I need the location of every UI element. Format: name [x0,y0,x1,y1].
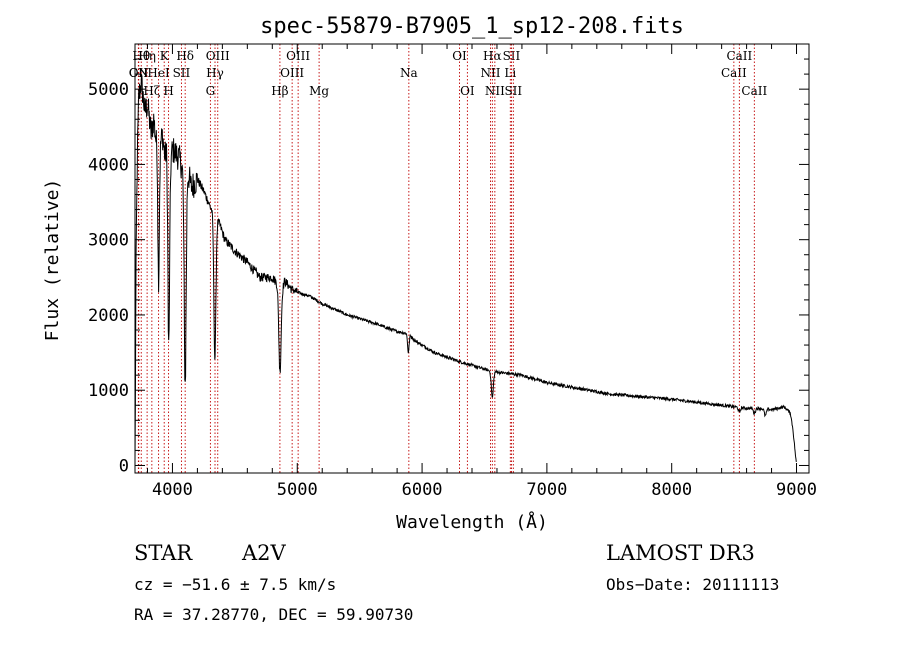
line-marker-label-19: OI [460,84,475,98]
line-marker-label-3: Hη [138,49,156,63]
obs-date: Obs−Date: 20111113 [606,575,779,594]
line-marker-label-14: OIII [280,66,304,80]
line-marker-label-8: SII [173,66,191,80]
object-class: STAR [134,541,193,565]
chart-title: spec-55879-B7905_1_sp12-208.fits [260,14,684,39]
line-marker-label-2: CN [129,66,149,80]
line-marker-label-16: Mg [309,84,329,98]
object-subclass: A2V [241,541,287,565]
line-marker-label-13: Hβ [271,84,288,98]
y-tick-label-3: 3000 [88,231,129,251]
y-tick-label-0: 0 [119,456,129,476]
line-marker-label-12: OIII [206,49,230,63]
y-axis-label: Flux (relative) [42,179,63,342]
line-markers: OIIHθCNHηHζHeIKHSIIHδGHγOIIIHβOIIIOIIIMg… [129,44,767,473]
line-marker-label-26: CaII [721,66,747,80]
line-marker-label-18: OI [452,49,467,63]
y-tick-label-4: 4000 [88,155,129,175]
survey-name: LAMOST DR3 [606,541,755,565]
line-marker-label-23: Li [504,66,516,80]
line-marker-label-21: Hα [483,49,502,63]
y-tick-label-5: 5000 [88,80,129,100]
x-tick-label-0: 4000 [152,480,193,500]
spectrum-layer [134,74,797,462]
line-marker-label-20: NII [480,66,500,80]
spectrum-line [134,74,797,462]
line-marker-label-10: G [206,84,216,98]
line-marker-label-25: SII [504,84,522,98]
plot-frame [134,43,810,474]
y-tick-label-1: 1000 [88,381,129,401]
ra-dec: RA = 37.28770, DEC = 59.90730 [134,605,413,624]
line-marker-label-7: H [163,84,173,98]
line-marker-label-4: Hζ [143,84,160,98]
axis-ticks: 4000 5000 6000 7000 8000 9000 0 1000 2000 3000 400… [88,44,817,500]
x-tick-label-5: 9000 [776,480,817,500]
line-marker-label-6: K [160,49,170,63]
y-tick-label-2: 2000 [88,306,129,326]
line-marker-label-11: Hγ [206,66,224,80]
x-tick-label-1: 5000 [277,480,318,500]
line-marker-label-22: NII [485,84,505,98]
line-marker-label-24: SII [503,49,521,63]
line-marker-label-27: CaII [726,49,752,63]
line-marker-label-17: Na [400,66,418,80]
x-tick-label-2: 6000 [402,480,443,500]
x-tick-label-4: 8000 [651,480,692,500]
line-marker-label-9: Hδ [176,49,194,63]
line-marker-label-15: OIII [286,49,310,63]
x-tick-label-3: 7000 [526,480,567,500]
line-marker-label-28: CaII [741,84,767,98]
redshift-cz: cz = −51.6 ± 7.5 km/s [134,575,336,594]
line-marker-label-5: HeI [147,66,170,80]
x-axis-label: Wavelength (Å) [396,511,548,533]
